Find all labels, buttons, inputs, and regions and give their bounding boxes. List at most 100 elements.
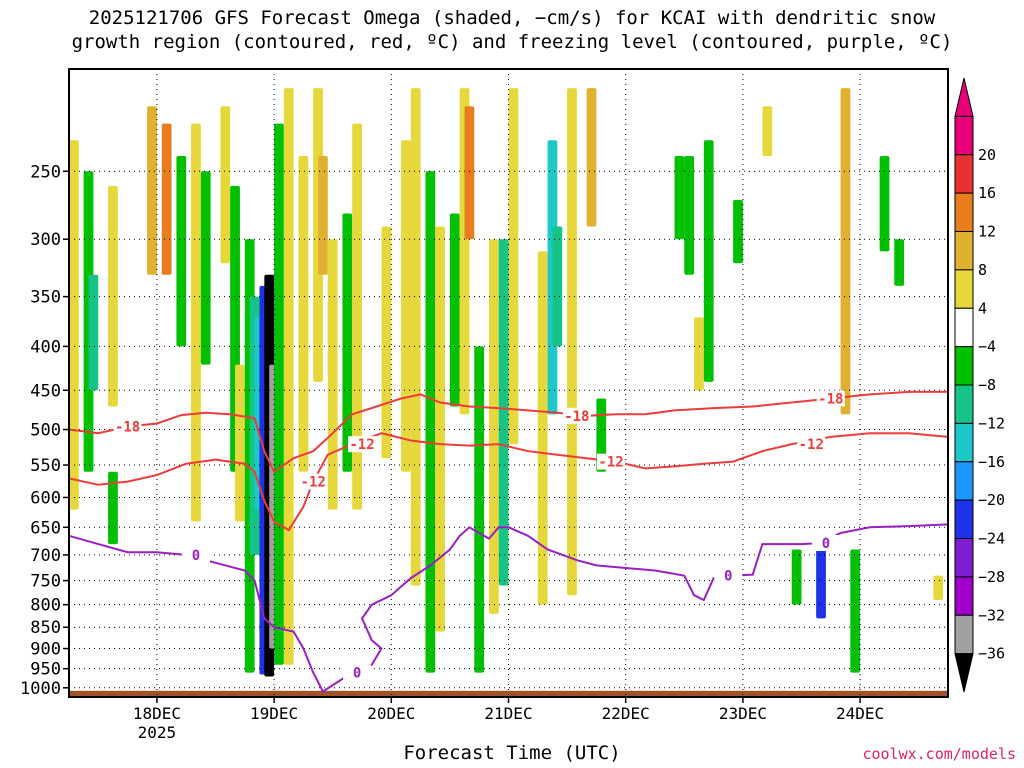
omega-shade-patch bbox=[220, 106, 231, 264]
colorbar-label: −28 bbox=[978, 568, 1005, 586]
colorbar-label: 20 bbox=[978, 146, 996, 164]
x-tick-label: 24DEC bbox=[836, 704, 884, 723]
omega-shade-patch bbox=[342, 213, 353, 472]
colorbar-label: −32 bbox=[978, 606, 1005, 624]
y-tick-label: 700 bbox=[30, 546, 61, 566]
terrain-ground bbox=[69, 690, 948, 697]
colorbar-label: −4 bbox=[978, 338, 996, 356]
omega-shade-patch bbox=[840, 88, 851, 415]
contour-label: -12 bbox=[301, 475, 326, 491]
colorbar-swatch bbox=[954, 154, 974, 194]
y-tick-label: 950 bbox=[30, 660, 61, 680]
contour-label-bg bbox=[181, 546, 210, 563]
omega-shade-patch bbox=[879, 156, 890, 252]
contour-label: 0 bbox=[353, 666, 361, 682]
omega-shade-patch bbox=[474, 346, 485, 673]
omega-shade-patch bbox=[147, 106, 157, 275]
colorbar-bottom-arrow bbox=[954, 653, 974, 693]
contour-label: 0 bbox=[724, 569, 732, 585]
omega-shade-patch bbox=[274, 123, 284, 665]
colorbar-swatch bbox=[954, 384, 974, 424]
y-tick-label: 300 bbox=[30, 230, 61, 250]
x-tick-label: 23DEC bbox=[719, 704, 767, 723]
contour-label: -12 bbox=[349, 437, 374, 453]
chart-title: 2025121706 GFS Forecast Omega (shaded, −… bbox=[71, 7, 953, 53]
contour-label: -18 bbox=[115, 420, 140, 436]
omega-shade-patch bbox=[176, 156, 187, 347]
y-tick-label: 1000 bbox=[20, 679, 61, 699]
colorbar-label: −8 bbox=[978, 376, 996, 394]
contour-label: -18 bbox=[564, 409, 589, 425]
omega-shade-patch bbox=[425, 171, 436, 673]
omega-shade-patch bbox=[435, 226, 446, 632]
colorbar-label: −36 bbox=[978, 645, 1005, 663]
omega-shade-patch bbox=[200, 171, 211, 365]
omega-shade-patch bbox=[684, 156, 695, 275]
x-tick-label: 22DEC bbox=[602, 704, 650, 723]
omega-shade-patch bbox=[933, 575, 944, 600]
omega-shade-patch bbox=[410, 88, 421, 586]
omega-shade-patch bbox=[401, 140, 411, 472]
contour-label: 0 bbox=[192, 548, 200, 564]
contour-label-bg bbox=[797, 436, 826, 453]
omega-shade-patch bbox=[537, 251, 548, 605]
colorbar-swatch bbox=[954, 538, 974, 578]
colorbar-label: −12 bbox=[978, 414, 1005, 432]
omega-shade-patch bbox=[108, 471, 118, 545]
x-tick-sublabel: 2025 bbox=[138, 723, 177, 742]
omega-shade-patch bbox=[191, 123, 201, 522]
y-tick-label: 650 bbox=[30, 518, 61, 538]
omega-shade-patch bbox=[318, 156, 328, 275]
contour-label: -18 bbox=[818, 391, 843, 407]
colorbar-swatch bbox=[954, 576, 974, 616]
omega-shade-patch bbox=[850, 549, 861, 673]
y-tick-label: 500 bbox=[30, 421, 61, 441]
y-tick-label: 400 bbox=[30, 337, 61, 357]
colorbar-swatch bbox=[954, 346, 974, 386]
omega-shade-patch bbox=[596, 398, 607, 472]
omega-shade-patch bbox=[298, 156, 309, 472]
contour-label-bg bbox=[113, 418, 142, 435]
omega-shade-patch bbox=[161, 123, 172, 275]
omega-shade-patch bbox=[88, 274, 99, 391]
colorbar-swatch bbox=[954, 269, 974, 309]
omega-shade-patch bbox=[816, 549, 826, 619]
omega-shade-patch bbox=[567, 88, 577, 596]
contour-label-bg bbox=[562, 407, 591, 424]
contour-label: -12 bbox=[799, 437, 824, 453]
omega-shade-patch bbox=[733, 199, 743, 264]
omega-shade-patch bbox=[69, 140, 79, 510]
contour-line-0 bbox=[68, 523, 949, 693]
colorbar-swatch bbox=[954, 499, 974, 539]
x-axis-label: Forecast Time (UTC) bbox=[403, 742, 621, 764]
y-tick-label: 350 bbox=[30, 288, 61, 308]
omega-shade-patch bbox=[762, 106, 773, 157]
contour-label-bg bbox=[816, 390, 845, 407]
contour-label-bg bbox=[811, 535, 840, 552]
colorbar-top-arrow bbox=[954, 77, 974, 117]
y-tick-label: 550 bbox=[30, 456, 61, 476]
x-tick-label: 18DEC bbox=[133, 704, 181, 723]
contour-label: 0 bbox=[822, 536, 830, 552]
contour-line--18 bbox=[68, 390, 948, 474]
omega-shade-patch bbox=[508, 88, 519, 445]
omega-shade-patch bbox=[449, 213, 460, 407]
omega-shade-patch bbox=[674, 156, 685, 240]
omega-shade-patch bbox=[235, 364, 245, 522]
colorbar-label: 16 bbox=[978, 184, 996, 202]
colorbar-swatch bbox=[954, 192, 974, 232]
contour-label-bg bbox=[597, 453, 626, 470]
contour-line--12 bbox=[68, 432, 949, 532]
omega-shade-patch bbox=[108, 185, 118, 407]
contour-label: -12 bbox=[598, 455, 623, 471]
colorbar-label: −20 bbox=[978, 491, 1005, 509]
colorbar-swatch bbox=[954, 115, 974, 156]
y-tick-label: 600 bbox=[30, 488, 61, 508]
y-tick-label: 900 bbox=[30, 640, 61, 660]
colorbar-swatch bbox=[954, 231, 974, 271]
y-tick-label: 450 bbox=[30, 381, 61, 401]
y-tick-label: 250 bbox=[30, 162, 61, 182]
colorbar-label: −24 bbox=[978, 530, 1005, 548]
colorbar-label: 8 bbox=[978, 261, 987, 279]
